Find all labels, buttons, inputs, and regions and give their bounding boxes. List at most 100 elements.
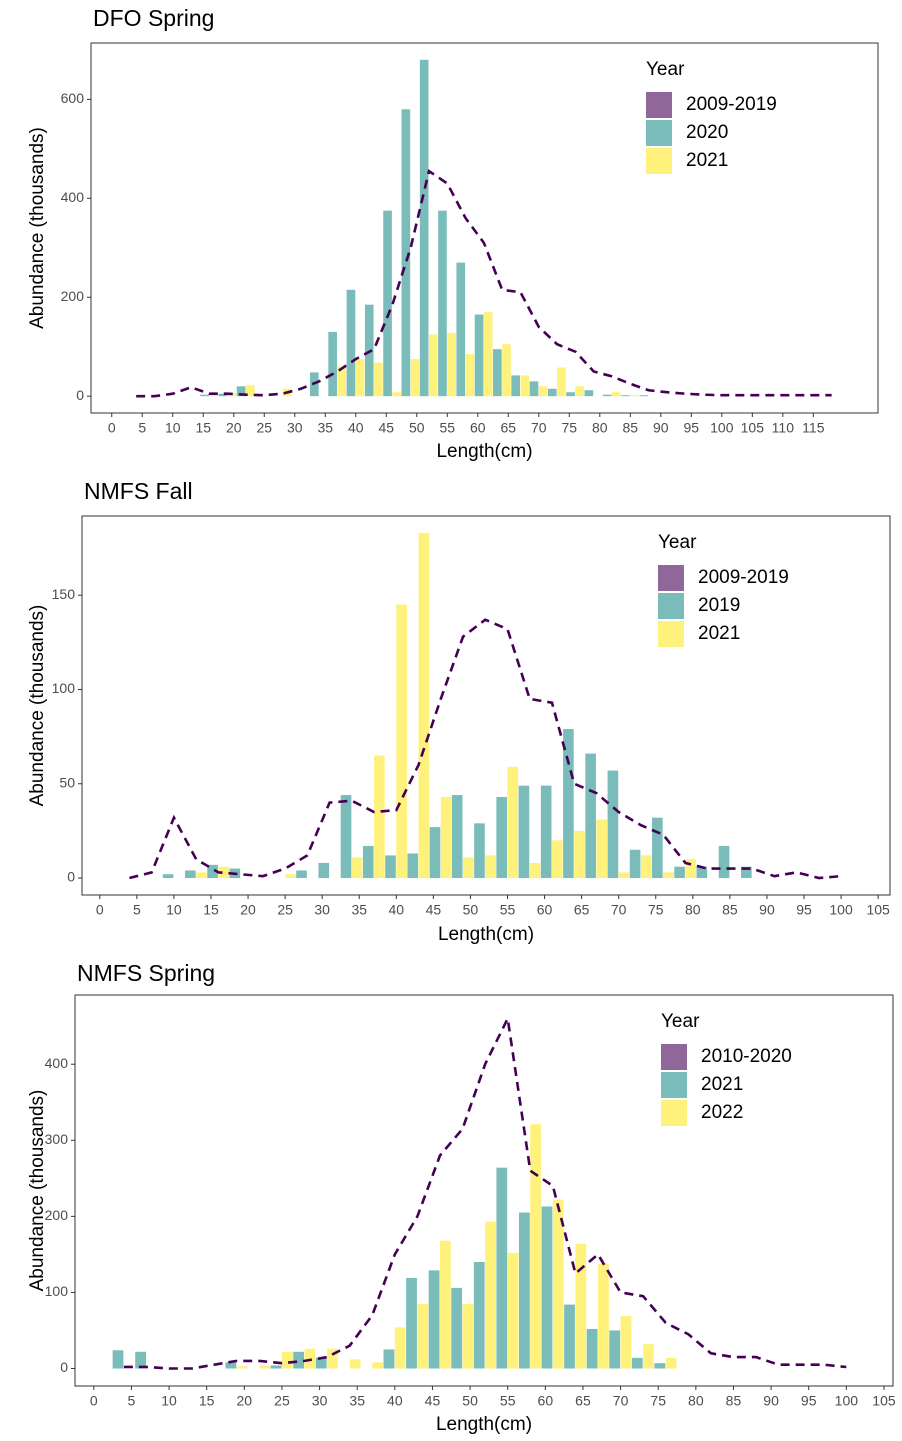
x-tick-label: 5 [138,420,146,436]
bar [507,766,519,879]
bar [428,334,438,397]
x-tick-label: 100 [710,420,734,436]
bar [296,870,307,879]
legend-label: 2009-2019 [686,94,777,115]
bar [465,354,475,397]
y-tick-label: 0 [76,387,84,403]
bar [654,1363,666,1369]
bar [718,845,730,879]
bar [639,395,649,397]
x-tick-label: 50 [463,902,479,918]
x-tick-label: 105 [872,1393,896,1409]
x-tick-label: 40 [389,902,405,918]
bar [575,1243,587,1369]
bar [529,862,541,879]
bar [428,1270,440,1369]
bar [485,1221,496,1369]
bar [285,874,296,879]
bar [355,359,365,397]
bar [401,109,411,397]
x-tick-label: 45 [425,1393,441,1409]
legend-key [646,120,672,146]
chart-title: NMFS Fall [84,478,193,504]
bar [564,1304,575,1369]
bar [485,855,496,879]
legend-title: Year [646,59,685,80]
bar [440,796,452,879]
panel: NMFS Fall 0 50 100 150 0 5 10 15 20 25 30 35 40 45 50 55… [27,478,891,945]
x-tick-label: 45 [378,420,394,436]
x-tick-label: 90 [763,1393,779,1409]
x-tick-label: 95 [684,420,700,436]
bar [612,392,621,397]
x-tick-label: 15 [203,902,219,918]
bar [362,845,374,879]
x-tick-label: 5 [133,902,141,918]
bar [245,385,255,397]
panel: NMFS Spring 0 100 200 300 400 0 5 10 15 20 25 30 35 40… [27,960,896,1435]
bar [507,1252,519,1369]
bar [406,1277,417,1369]
bar [496,1167,508,1369]
bar [337,366,347,397]
chart-title: NMFS Spring [77,960,215,986]
bar [663,872,674,879]
bar [566,392,575,397]
legend-key [661,1072,687,1098]
bar [374,755,385,879]
bar [674,866,685,879]
x-tick-label: 80 [688,1393,704,1409]
bar [270,1365,282,1369]
legend-label: 2021 [701,1074,743,1095]
x-tick-label: 50 [409,420,425,436]
bar [327,1348,338,1369]
bar [530,1124,542,1369]
y-tick-label: 400 [45,1055,69,1071]
x-tick-label: 75 [562,420,578,436]
bar [575,386,585,397]
y-tick-label: 600 [61,90,85,106]
bar [162,874,174,879]
bar [541,1206,553,1369]
x-tick-label: 45 [426,902,442,918]
x-tick-label: 90 [653,420,669,436]
bar [225,1362,237,1369]
legend-key [646,148,672,174]
bar [392,392,402,397]
legend-label: 2010-2020 [701,1046,792,1067]
bar [407,853,419,879]
bar [643,1344,654,1369]
y-tick-label: 50 [59,774,75,790]
bar [456,262,466,397]
x-tick-label: 80 [685,902,701,918]
bar [396,604,407,879]
bar [518,785,530,879]
x-tick-label: 30 [287,420,303,436]
bar [439,1240,451,1369]
x-axis-label: Length(cm) [438,924,534,945]
x-tick-label: 10 [166,902,182,918]
bar [685,859,697,879]
legend-key [658,565,684,591]
bar [518,1212,530,1369]
x-tick-label: 110 [772,420,795,436]
x-tick-label: 70 [531,420,547,436]
x-tick-label: 20 [240,902,256,918]
x-tick-label: 85 [726,1393,742,1409]
x-tick-label: 20 [237,1393,253,1409]
bar [462,1303,474,1369]
x-tick-label: 30 [314,902,330,918]
panel: DFO Spring 0 200 400 600 0 5 10 15 20 25 30 35 40 45 50… [27,5,879,462]
bar [410,359,420,397]
bar [621,395,630,397]
x-tick-label: 65 [575,1393,591,1409]
x-tick-label: 65 [501,420,517,436]
bar [496,796,507,879]
x-tick-label: 25 [256,420,272,436]
x-tick-label: 35 [317,420,333,436]
x-tick-label: 15 [199,1393,215,1409]
bar [438,210,447,397]
y-tick-label: 0 [60,1359,68,1375]
bar [511,375,520,397]
bar [696,866,708,879]
